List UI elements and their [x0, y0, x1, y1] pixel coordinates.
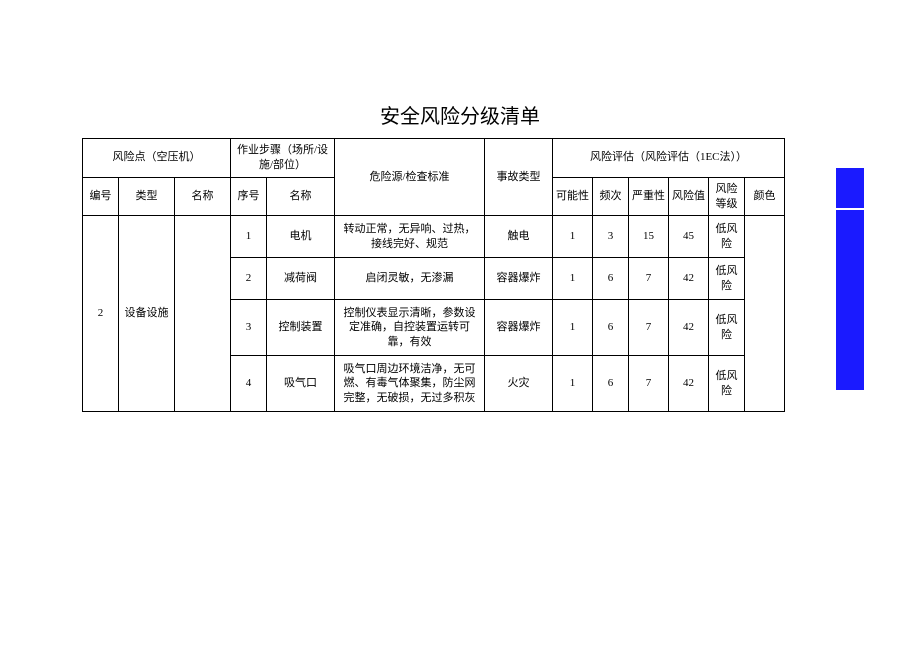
cell-hazard: 控制仪表显示清晰，参数设定准确，自控装置运转可靠，有效 — [335, 300, 485, 356]
cell-level: 低风险 — [709, 300, 745, 356]
cell-freq: 6 — [593, 258, 629, 300]
cell-hazard: 转动正常，无异响、过热，接线完好、规范 — [335, 216, 485, 258]
cell-name — [175, 216, 231, 412]
hdr-step-name: 名称 — [267, 177, 335, 216]
cell-poss: 1 — [553, 356, 593, 412]
table-row: 2 设备设施 1 电机 转动正常，无异响、过热，接线完好、规范 触电 1 3 1… — [83, 216, 785, 258]
cell-level: 低风险 — [709, 356, 745, 412]
cell-accident: 容器爆炸 — [485, 300, 553, 356]
cell-accident: 火灾 — [485, 356, 553, 412]
cell-step: 吸气口 — [267, 356, 335, 412]
cell-no: 2 — [83, 216, 119, 412]
risk-color-chip-header — [836, 168, 864, 208]
hdr-type: 类型 — [119, 177, 175, 216]
risk-table-wrap: 风险点（空压机） 作业步骤（场所/设施/部位） 危险源/检查标准 事故类型 风险… — [82, 138, 785, 412]
cell-seq: 1 — [231, 216, 267, 258]
cell-sev: 7 — [629, 356, 669, 412]
cell-seq: 4 — [231, 356, 267, 412]
hdr-poss: 可能性 — [553, 177, 593, 216]
cell-accident: 触电 — [485, 216, 553, 258]
cell-seq: 2 — [231, 258, 267, 300]
cell-poss: 1 — [553, 300, 593, 356]
hdr-name: 名称 — [175, 177, 231, 216]
cell-poss: 1 — [553, 216, 593, 258]
cell-freq: 6 — [593, 356, 629, 412]
cell-val: 42 — [669, 300, 709, 356]
hdr-hazard: 危险源/检查标准 — [335, 139, 485, 216]
cell-freq: 6 — [593, 300, 629, 356]
cell-hazard: 吸气口周边环境洁净，无可燃、有毒气体聚集，防尘网完整，无破损，无过多积灰 — [335, 356, 485, 412]
hdr-freq: 频次 — [593, 177, 629, 216]
hdr-step-group: 作业步骤（场所/设施/部位） — [231, 139, 335, 178]
hdr-level: 风险等级 — [709, 177, 745, 216]
cell-seq: 3 — [231, 300, 267, 356]
header-row-1: 风险点（空压机） 作业步骤（场所/设施/部位） 危险源/检查标准 事故类型 风险… — [83, 139, 785, 178]
cell-step: 电机 — [267, 216, 335, 258]
cell-type: 设备设施 — [119, 216, 175, 412]
hdr-seq: 序号 — [231, 177, 267, 216]
hdr-val: 风险值 — [669, 177, 709, 216]
cell-level: 低风险 — [709, 258, 745, 300]
hdr-risk-point: 风险点（空压机） — [83, 139, 231, 178]
cell-color — [745, 216, 785, 412]
hdr-color: 颜色 — [745, 177, 785, 216]
cell-val: 42 — [669, 258, 709, 300]
cell-val: 45 — [669, 216, 709, 258]
cell-poss: 1 — [553, 258, 593, 300]
cell-level: 低风险 — [709, 216, 745, 258]
page-title: 安全风险分级清单 — [0, 0, 920, 143]
cell-val: 42 — [669, 356, 709, 412]
cell-freq: 3 — [593, 216, 629, 258]
risk-color-chip — [836, 210, 864, 390]
hdr-accident: 事故类型 — [485, 139, 553, 216]
risk-table: 风险点（空压机） 作业步骤（场所/设施/部位） 危险源/检查标准 事故类型 风险… — [82, 138, 785, 412]
cell-sev: 15 — [629, 216, 669, 258]
hdr-sev: 严重性 — [629, 177, 669, 216]
cell-hazard: 启闭灵敏，无渗漏 — [335, 258, 485, 300]
cell-step: 减荷阀 — [267, 258, 335, 300]
cell-step: 控制装置 — [267, 300, 335, 356]
cell-accident: 容器爆炸 — [485, 258, 553, 300]
hdr-evaluation: 风险评估（风险评估（1EC法）） — [553, 139, 785, 178]
cell-sev: 7 — [629, 300, 669, 356]
cell-sev: 7 — [629, 258, 669, 300]
hdr-no: 编号 — [83, 177, 119, 216]
